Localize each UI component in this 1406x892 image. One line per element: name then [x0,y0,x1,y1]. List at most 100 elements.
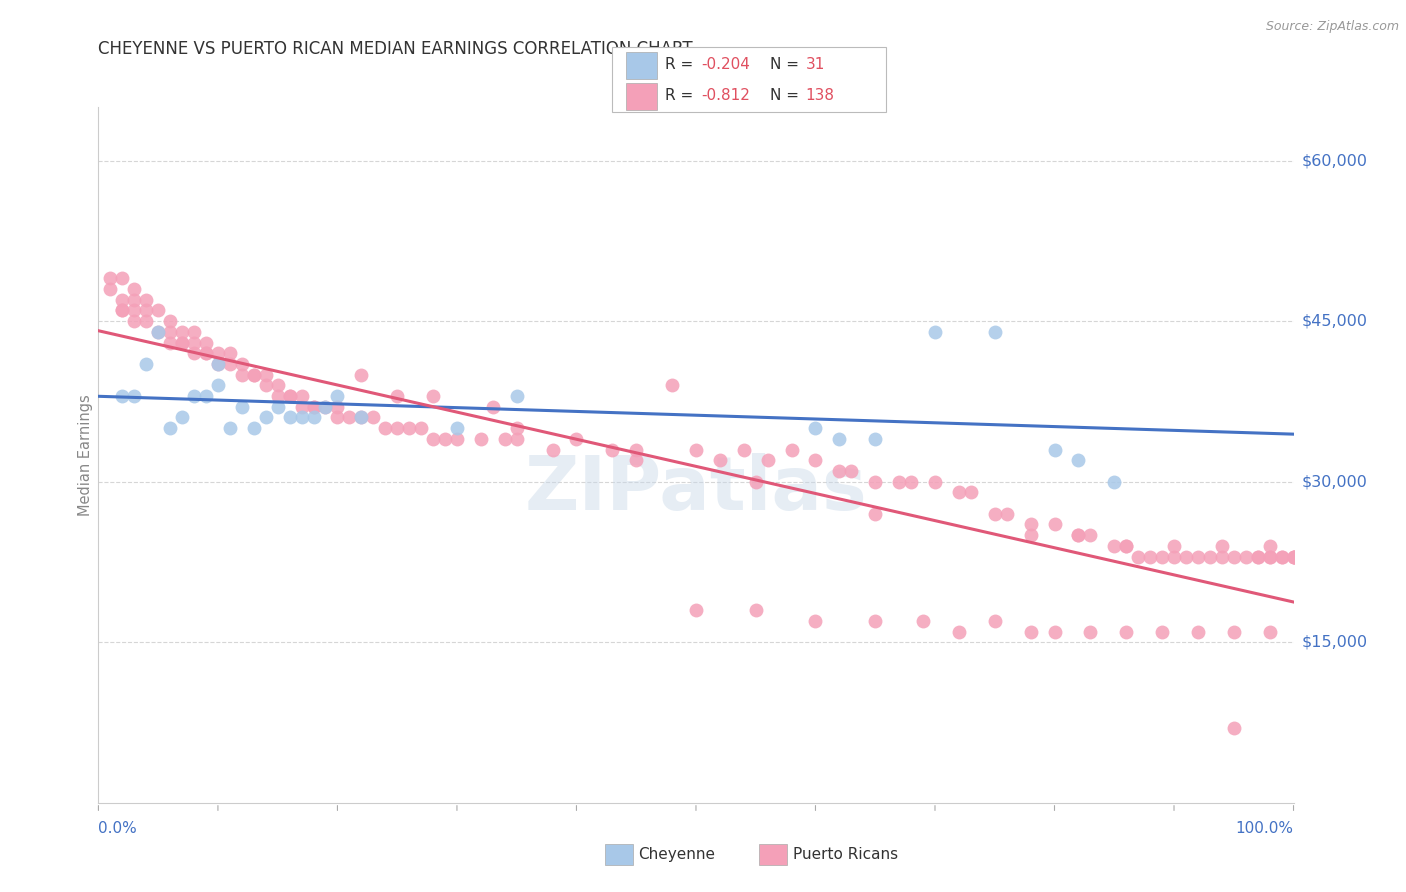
Point [172,335,194,350]
Point [1067,528,1090,542]
Point [804,421,827,435]
Text: -0.812: -0.812 [702,88,751,103]
Point [1175,549,1198,564]
Point [948,624,970,639]
Point [207,346,229,360]
Point [267,400,290,414]
Point [494,432,516,446]
Point [124,303,146,318]
Point [363,410,385,425]
Text: 138: 138 [806,88,835,103]
Point [1282,549,1305,564]
Point [1019,624,1042,639]
Point [254,410,277,425]
Text: $60,000: $60,000 [1302,153,1368,168]
Point [111,293,134,307]
Point [1246,549,1268,564]
Point [1150,549,1173,564]
Point [1282,549,1305,564]
Point [98,282,122,296]
Point [1187,624,1209,639]
Point [804,453,827,467]
Point [1043,517,1066,532]
Point [1043,624,1066,639]
Point [446,432,468,446]
Point [685,442,707,457]
Point [1102,475,1125,489]
Point [422,432,444,446]
Point [231,357,253,371]
Point [828,464,851,478]
Point [1282,549,1305,564]
Point [828,432,851,446]
Point [385,389,409,403]
Point [624,453,647,467]
Point [433,432,456,446]
Point [506,421,529,435]
Point [111,303,134,318]
Point [124,314,146,328]
Point [267,378,290,392]
Point [111,271,134,285]
Point [159,335,181,350]
Point [506,432,529,446]
Point [385,421,409,435]
Point [172,325,194,339]
Point [159,325,181,339]
Point [1271,549,1294,564]
Point [1019,528,1042,542]
Point [267,389,290,403]
Point [302,400,325,414]
Text: CHEYENNE VS PUERTO RICAN MEDIAN EARNINGS CORRELATION CHART: CHEYENNE VS PUERTO RICAN MEDIAN EARNINGS… [98,40,693,58]
Point [1043,442,1066,457]
Point [863,475,886,489]
Point [1163,539,1185,553]
Point [1080,528,1102,542]
Point [1258,539,1281,553]
Point [1258,549,1281,564]
Point [661,378,683,392]
Point [1102,539,1125,553]
Point [350,410,373,425]
Point [337,410,360,425]
Point [709,453,731,467]
Point [1198,549,1220,564]
Point [541,442,564,457]
Point [326,400,349,414]
Point [470,432,492,446]
Point [1282,549,1305,564]
Point [924,325,946,339]
Point [1115,539,1137,553]
Point [135,293,157,307]
Point [350,368,373,382]
Point [350,410,373,425]
Text: $30,000: $30,000 [1302,475,1368,489]
Point [1019,517,1042,532]
Point [1080,624,1102,639]
Text: 0.0%: 0.0% [98,822,138,837]
Text: 31: 31 [806,57,825,72]
Point [135,357,157,371]
Point [1139,549,1161,564]
Point [207,378,229,392]
Point [398,421,420,435]
Point [983,614,1005,628]
Point [219,346,242,360]
Point [159,314,181,328]
Point [959,485,981,500]
Point [995,507,1018,521]
Point [1234,549,1257,564]
Point [183,335,205,350]
Point [302,400,325,414]
Point [1187,549,1209,564]
Point [756,453,779,467]
Text: $45,000: $45,000 [1302,314,1368,328]
Point [1115,539,1137,553]
Text: R =: R = [665,88,703,103]
Point [194,335,217,350]
Text: R =: R = [665,57,699,72]
Point [1258,624,1281,639]
Point [148,325,170,339]
Point [1115,624,1137,639]
Point [278,389,301,403]
